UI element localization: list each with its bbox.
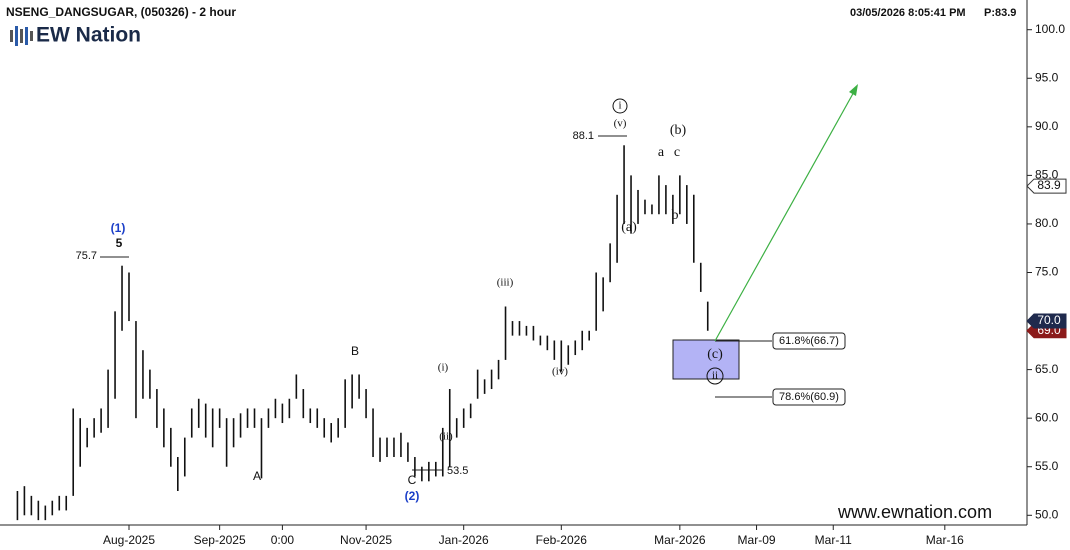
- logo-icon: [10, 26, 33, 46]
- circle: [706, 367, 724, 385]
- level-label: 88.1: [573, 130, 594, 142]
- wave-label: (a): [621, 220, 637, 235]
- wave-label: c: [674, 145, 680, 160]
- x-tick-label: 0:00: [271, 533, 295, 547]
- watermark: www.ewnation.com: [837, 502, 992, 522]
- wave-label: C: [408, 473, 417, 487]
- wave-label: (1): [111, 221, 126, 235]
- y-tick-label: 95.0: [1035, 70, 1059, 84]
- y-tick-label: 100.0: [1035, 22, 1065, 36]
- y-tick-label: 60.0: [1035, 410, 1059, 424]
- level-label: 75.7: [76, 250, 97, 262]
- y-tick-label: 50.0: [1035, 507, 1059, 521]
- wave-label: ii: [712, 370, 718, 382]
- price-tag-label: 83.9: [1037, 178, 1061, 192]
- price-text: P:83.9: [984, 7, 1016, 19]
- x-tick-label: Jan-2026: [439, 533, 489, 547]
- wave-label: b: [672, 208, 679, 223]
- wave-label: a: [658, 145, 665, 160]
- projection-arrow: [714, 89, 856, 342]
- fib-label: 61.8%(66.7): [779, 335, 839, 347]
- wave-label: (i): [438, 362, 449, 374]
- fib-box: [772, 332, 846, 350]
- circle: [612, 98, 628, 114]
- wave-label: (iii): [497, 277, 514, 289]
- y-tick-label: 80.0: [1035, 216, 1059, 230]
- x-tick-label: Nov-2025: [340, 533, 392, 547]
- wave-label: (ii): [439, 431, 453, 443]
- wave-label: (iv): [552, 366, 568, 378]
- y-tick-label: 85.0: [1035, 168, 1059, 182]
- fib-label: 78.6%(60.9): [779, 391, 839, 403]
- target-zone: [672, 339, 740, 380]
- wave-label: (b): [670, 123, 687, 138]
- arrow-head: [849, 84, 858, 96]
- x-tick-label: Mar-11: [815, 533, 852, 547]
- wave-label: i: [618, 100, 621, 112]
- price-tag: [1026, 178, 1067, 194]
- price-tag: [1026, 313, 1067, 329]
- wave-label: (c): [707, 347, 723, 362]
- wave-label: (2): [405, 489, 420, 503]
- timestamp: 03/05/2026 8:05:41 PM: [850, 7, 966, 19]
- wave-label: A: [253, 469, 261, 483]
- x-tick-label: Mar-2026: [654, 533, 706, 547]
- y-tick-label: 55.0: [1035, 459, 1059, 473]
- x-tick-label: Mar-16: [926, 533, 964, 547]
- x-tick-label: Mar-09: [738, 533, 776, 547]
- wave-label: B: [351, 344, 359, 358]
- chart-title: NSENG_DANGSUGAR, (050326) - 2 hour: [6, 5, 236, 19]
- y-tick-label: 90.0: [1035, 119, 1059, 133]
- x-tick-label: Sep-2025: [194, 533, 246, 547]
- fib-box: [772, 388, 846, 406]
- y-tick-label: 75.0: [1035, 265, 1059, 279]
- wave-label: (v): [614, 118, 627, 130]
- x-tick-label: Feb-2026: [536, 533, 588, 547]
- y-tick-label: 65.0: [1035, 362, 1059, 376]
- level-label: 53.5: [447, 465, 468, 477]
- logo: EW Nation: [36, 24, 141, 47]
- x-tick-label: Aug-2025: [103, 533, 155, 547]
- price-tag-label: 70.0: [1037, 313, 1061, 327]
- wave-label: 5: [116, 236, 123, 250]
